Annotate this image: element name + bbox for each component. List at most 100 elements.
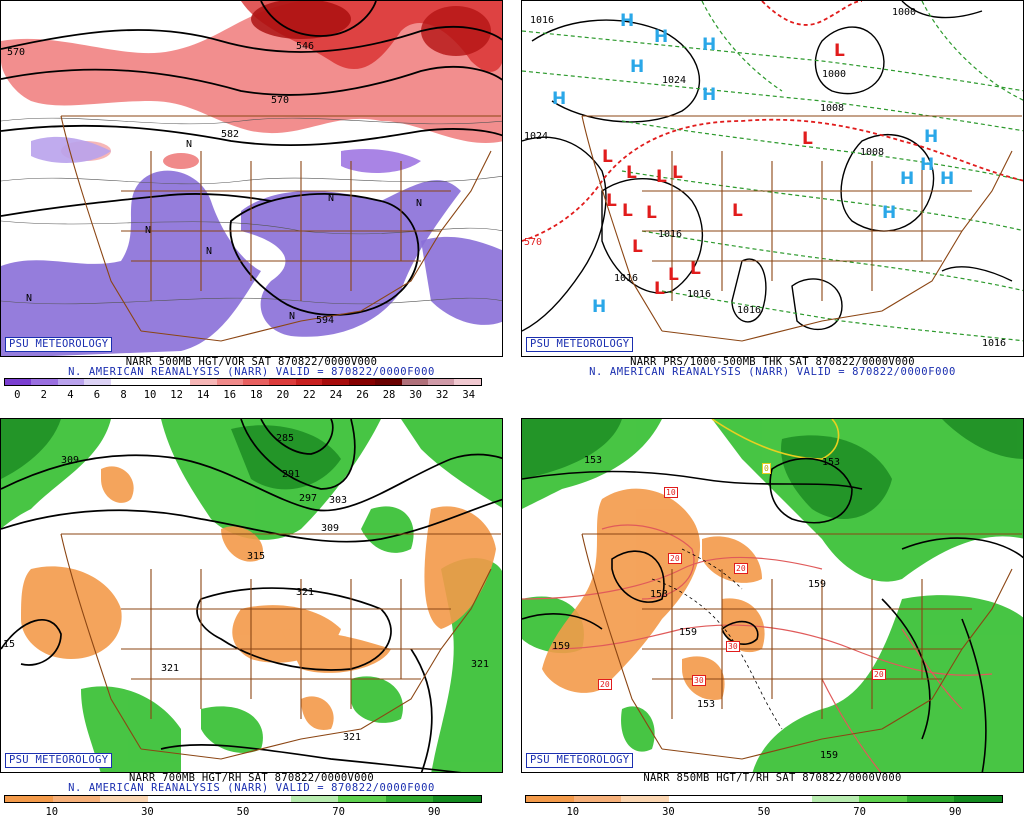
svg-text:1008: 1008 [820,103,844,114]
colorbar-swatch [295,379,323,385]
svg-text:315: 315 [247,551,265,562]
svg-text:15: 15 [3,639,15,650]
colorbar-swatch [269,379,296,385]
colorbar-tick-label: 50 [757,806,771,818]
svg-text:N: N [206,246,212,257]
colorbar-swatch [147,796,196,802]
colorbar-swatch [195,796,243,802]
low-pressure-marker: L [834,41,845,61]
svg-text:159: 159 [679,627,697,638]
low-pressure-marker: L [646,203,657,223]
svg-text:1016: 1016 [530,15,554,26]
svg-text:285: 285 [276,433,294,444]
colorbar-swatch [621,796,669,802]
colorbar-tick-label: 10 [143,389,157,401]
map-pressure: 1016 1024 1024 1008 1016 1016 1016 1016 … [521,0,1024,357]
svg-text:309: 309 [321,523,339,534]
colorbar-ticks: 0 2 4 6 8 10 12 14 16 18 20 22 24 26 28 30 32 34 [4,389,482,401]
svg-text:297: 297 [299,493,317,504]
colorbar-rh [4,795,482,803]
svg-text:1016: 1016 [687,289,711,300]
temp-label: 20 [734,563,748,574]
panel-pressure-thickness: 1016 1024 1024 1008 1016 1016 1016 1016 … [521,0,1024,403]
colorbar-tick-label: 30 [409,389,422,401]
high-pressure-marker: H [702,85,717,105]
panel-title: NARR 700MB HGT/RH SAT 870822/0000V000 [129,772,374,784]
colorbar-swatch [338,796,386,802]
panel-title: NARR PRS/1000-500MB THK SAT 870822/0000V… [630,356,915,368]
panel-valid: N. AMERICAN REANALYSIS (NARR) VALID = 87… [589,366,956,378]
map-700mb-graphic: 285 291 297 303 309 309 315 321 321 321 … [1,419,502,772]
colorbar-swatch [375,379,402,385]
colorbar-swatch [52,796,101,802]
colorbar-swatch [859,796,907,802]
svg-text:321: 321 [471,659,489,670]
svg-text:570: 570 [271,95,289,106]
map-500mb: 570 582 594 570 546 N N N N N N N PSU ME… [0,0,503,357]
colorbar-swatch [668,796,717,802]
high-pressure-marker: H [620,11,635,31]
temp-label: 20 [668,553,682,564]
svg-text:N: N [328,193,334,204]
colorbar-swatch [190,379,217,385]
colorbar-tick-label: 26 [356,389,369,401]
colorbar-swatch [31,379,58,385]
low-pressure-marker: L [732,201,743,221]
colorbar-swatch [763,796,812,802]
high-pressure-marker: H [924,127,939,147]
svg-text:1024: 1024 [524,131,548,142]
svg-text:1016: 1016 [982,338,1006,349]
svg-text:1000: 1000 [892,7,916,18]
svg-text:159: 159 [820,750,838,761]
high-pressure-marker: H [940,169,955,189]
svg-text:159: 159 [808,579,826,590]
colorbar-tick-label: 16 [223,389,237,401]
low-pressure-marker: L [656,167,667,187]
svg-text:153: 153 [697,699,715,710]
colorbar-swatch [811,796,860,802]
svg-text:153: 153 [584,455,602,466]
svg-text:1024: 1024 [662,75,686,86]
svg-text:153: 153 [822,457,840,468]
colorbar-swatch [716,796,764,802]
colorbar-swatch [454,379,481,385]
high-pressure-marker: H [654,27,669,47]
psu-logo: PSU METEOROLOGY [5,753,113,768]
temp-label: 20 [872,669,886,680]
colorbar-tick-label: 70 [853,806,866,818]
colorbar-tick-label: 22 [303,389,316,401]
colorbar-vorticity [4,378,482,386]
colorbar-swatch [242,379,270,385]
colorbar-swatch [5,379,32,385]
colorbar-swatch [573,796,622,802]
colorbar-swatch [428,379,455,385]
svg-text:546: 546 [296,41,314,52]
colorbar-ticks: 10 30 50 70 90 [525,806,1003,818]
colorbar-swatch [322,379,349,385]
panel-700mb-hgt-rh: 285 291 297 303 309 309 315 321 321 321 … [0,418,503,819]
svg-text:N: N [416,198,422,209]
colorbar-tick-label: 4 [67,389,74,401]
colorbar-swatch [954,796,1002,802]
svg-text:N: N [186,139,192,150]
high-pressure-marker: H [920,155,935,175]
svg-text:1000: 1000 [822,69,846,80]
colorbar-tick-label: 90 [427,806,441,818]
panel-title: NARR 850MB HGT/T/RH SAT 870822/0000V000 [643,772,902,784]
psu-logo: PSU METEOROLOGY [5,337,113,352]
colorbar-rh [525,795,1003,803]
colorbar-tick-label: 18 [249,389,263,401]
low-pressure-marker: L [690,259,701,279]
colorbar-tick-label: 8 [120,389,127,401]
svg-text:1016: 1016 [614,273,638,284]
svg-text:291: 291 [282,469,300,480]
colorbar-ticks: 10 30 50 70 90 [4,806,482,818]
temp-label: 0 [762,463,771,474]
colorbar-tick-label: 24 [329,389,343,401]
colorbar-tick-label: 32 [435,389,449,401]
high-pressure-marker: H [552,89,567,109]
svg-text:153: 153 [650,589,668,600]
panel-500mb-hgt-vor: 570 582 594 570 546 N N N N N N N PSU ME… [0,0,503,403]
map-pressure-graphic: 1016 1024 1024 1008 1016 1016 1016 1016 … [522,1,1023,356]
map-500mb-graphic: 570 582 594 570 546 N N N N N N N [1,1,502,356]
